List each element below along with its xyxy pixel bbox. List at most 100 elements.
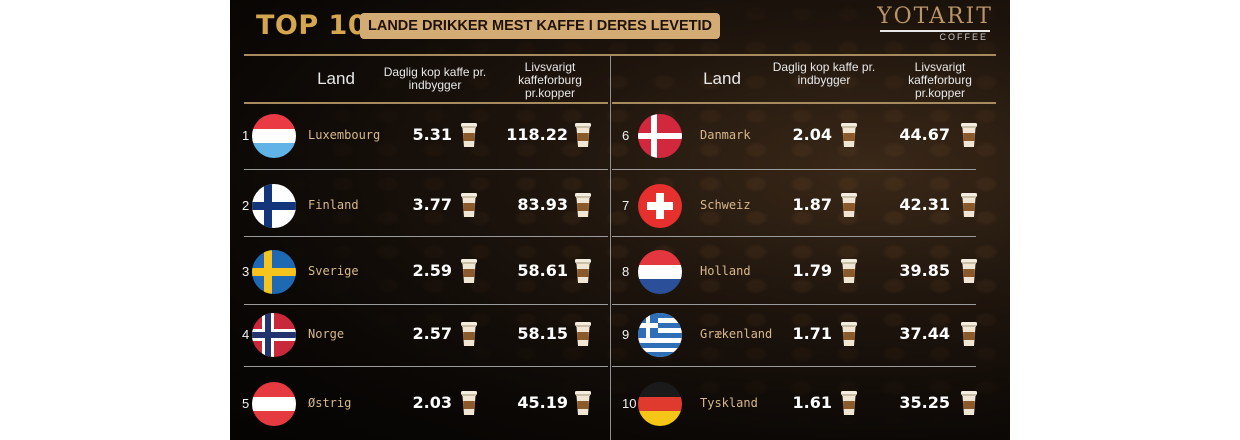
country-name: Luxembourg — [308, 128, 381, 142]
lifetime-value: 58.15 — [517, 324, 568, 343]
header-daily-line2: indbygger — [797, 73, 851, 87]
rank-number: 3 — [242, 264, 250, 279]
rank-number: 5 — [242, 396, 250, 411]
daily-value: 1.71 — [792, 324, 832, 343]
lifetime-value: 39.85 — [899, 261, 950, 280]
denmark-flag-icon — [638, 114, 682, 158]
coffee-cup-icon — [960, 192, 978, 218]
lifetime-value: 37.44 — [899, 324, 950, 343]
row-separator — [244, 304, 608, 305]
header-lifetime-line3: pr.kopper — [524, 86, 576, 100]
rank-number: 4 — [242, 327, 250, 342]
header-land-left: Land — [317, 69, 355, 88]
row-separator — [612, 236, 976, 237]
daily-value: 2.59 — [412, 261, 452, 280]
coffee-cup-icon — [960, 390, 978, 416]
row-separator — [612, 169, 976, 170]
finland-flag-icon — [252, 184, 296, 228]
rank-number: 8 — [622, 264, 630, 279]
lifetime-value: 45.19 — [517, 393, 568, 412]
country-name: Schweiz — [700, 198, 751, 212]
coffee-cup-icon — [460, 390, 478, 416]
rank-number: 2 — [242, 198, 250, 213]
sweden-flag-icon — [252, 250, 296, 294]
coffee-cup-icon — [460, 122, 478, 148]
coffee-cup-icon — [960, 321, 978, 347]
brand-subtitle: COFFEE — [939, 32, 988, 42]
brand-logo: YOTARIT COFFEE — [870, 4, 1000, 42]
coffee-cup-icon — [840, 192, 858, 218]
header-daily-line1: Daglig kop kaffe pr. — [383, 65, 487, 79]
country-name: Holland — [700, 264, 751, 278]
brand-divider — [880, 30, 990, 32]
rank-number: 1 — [242, 128, 250, 143]
switzerland-flag-icon — [638, 184, 682, 228]
coffee-cup-icon — [460, 192, 478, 218]
daily-value: 5.31 — [412, 125, 452, 144]
country-name: Danmark — [700, 128, 751, 142]
title: TOP 10 — [256, 10, 368, 41]
coffee-cup-icon — [840, 122, 858, 148]
coffee-cup-icon — [840, 258, 858, 284]
daily-value: 1.61 — [792, 393, 832, 412]
coffee-cup-icon — [960, 122, 978, 148]
coffee-cup-icon — [960, 258, 978, 284]
row-separator — [612, 366, 976, 367]
coffee-cup-icon — [574, 122, 592, 148]
rank-number: 9 — [622, 327, 630, 342]
subtitle-badge: LANDE DRIKKER MEST KAFFE I DERES LEVETID — [360, 13, 720, 39]
infographic: TOP 10 LANDE DRIKKER MEST KAFFE I DERES … — [230, 0, 1010, 440]
row-separator — [612, 304, 976, 305]
greece-flag-icon — [638, 313, 682, 357]
coffee-cup-icon — [460, 321, 478, 347]
coffee-cup-icon — [574, 258, 592, 284]
germany-flag-icon — [638, 382, 682, 426]
header-daily-left: Daglig kop kaffe pr. indbygger — [380, 66, 490, 92]
luxembourg-flag-icon — [252, 114, 296, 158]
country-name: Østrig — [308, 396, 352, 410]
column-divider — [610, 56, 611, 440]
coffee-cup-icon — [574, 390, 592, 416]
row-separator — [244, 366, 608, 367]
country-name: Grækenland — [700, 327, 773, 341]
country-name: Tyskland — [700, 396, 758, 410]
lifetime-value: 83.93 — [517, 195, 568, 214]
rank-number: 10 — [622, 396, 637, 411]
rank-number: 6 — [622, 128, 630, 143]
coffee-cup-icon — [574, 321, 592, 347]
daily-value: 2.03 — [412, 393, 452, 412]
row-separator — [244, 236, 608, 237]
netherlands-flag-icon — [638, 250, 682, 294]
austria-flag-icon — [252, 382, 296, 426]
daily-value: 2.04 — [792, 125, 832, 144]
header-rule-left — [244, 102, 608, 104]
daily-value: 1.87 — [792, 195, 832, 214]
country-name: Sverige — [308, 264, 359, 278]
header-lifetime-line1: Livsvarigt — [524, 60, 576, 74]
header-lifetime-line2: kaffeforburg — [518, 73, 582, 87]
header-lifetime-line1: Livsvarigt — [914, 60, 966, 74]
coffee-cup-icon — [460, 258, 478, 284]
lifetime-value: 44.67 — [899, 125, 950, 144]
daily-value: 2.57 — [412, 324, 452, 343]
coffee-cup-icon — [840, 390, 858, 416]
lifetime-value: 35.25 — [899, 393, 950, 412]
lifetime-value: 118.22 — [506, 125, 568, 144]
daily-value: 3.77 — [412, 195, 452, 214]
coffee-cup-icon — [574, 192, 592, 218]
coffee-cup-icon — [840, 321, 858, 347]
header-lifetime-line3: pr.kopper — [914, 86, 966, 100]
lifetime-value: 58.61 — [517, 261, 568, 280]
header-lifetime-left: Livsvarigt kaffeforburg pr.kopper — [500, 61, 600, 100]
header-daily-line2: indbygger — [408, 78, 462, 92]
norway-flag-icon — [252, 313, 296, 357]
header-lifetime-line2: kaffeforburg — [908, 73, 972, 87]
brand-name: YOTARIT — [877, 4, 993, 29]
header-daily-right: Daglig kop kaffe pr. indbygger — [766, 61, 882, 87]
rank-number: 7 — [622, 198, 630, 213]
daily-value: 1.79 — [792, 261, 832, 280]
top-rule — [244, 54, 996, 56]
header-rule-right — [612, 102, 996, 104]
row-separator — [244, 169, 608, 170]
header-lifetime-right: Livsvarigt kaffeforburg pr.kopper — [890, 61, 990, 100]
